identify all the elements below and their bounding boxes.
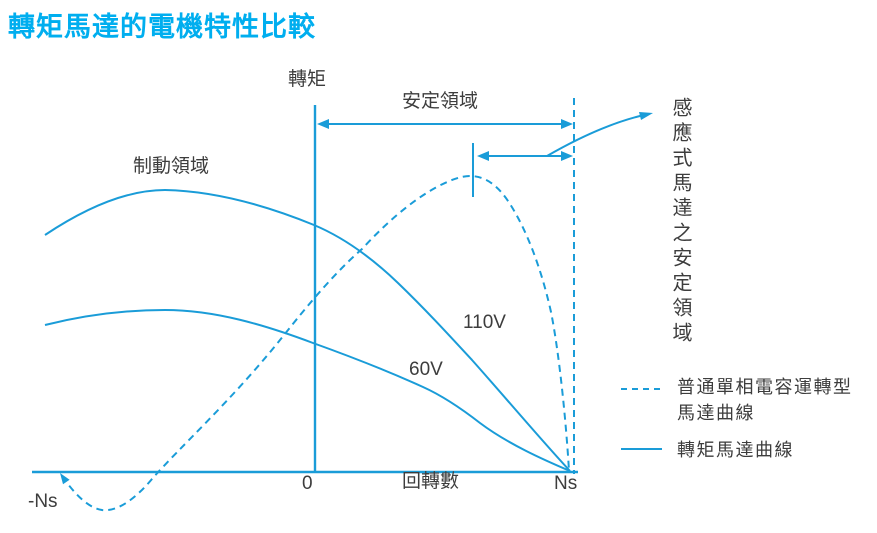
y-axis-label: 轉矩: [288, 69, 327, 90]
page-title: 轉矩馬達的電機特性比較: [8, 12, 316, 42]
x-axis-label: 回轉數: [402, 471, 460, 492]
legend-item-induction-line1: 普通單相電容運轉型: [677, 377, 853, 397]
induction-motor-curve: [61, 174, 570, 512]
legend-item-induction: 普通單相電容運轉型 馬達曲線: [677, 374, 853, 426]
induction-curve-arrowhead: [60, 473, 70, 485]
leader-arrow: [546, 112, 653, 157]
torque-motor-curve-110v: [44, 188, 571, 472]
stable-region-arrow: [317, 119, 573, 129]
legend-item-induction-line2: 馬達曲線: [677, 403, 755, 423]
curve-label-60v: 60V: [409, 359, 443, 380]
induction-stable-region-caption: 感應式馬達之安定領域: [669, 97, 691, 347]
neg-ns-tick-label: -Ns: [28, 491, 58, 512]
ns-tick-label: Ns: [554, 473, 578, 494]
induction-stable-region-arrow: [472, 143, 573, 197]
curve-label-110v: 110V: [463, 312, 506, 333]
legend-item-torque: 轉矩馬達曲線: [677, 440, 794, 460]
stable-region-label: 安定領域: [402, 91, 479, 112]
origin-tick-label: 0: [302, 473, 313, 494]
braking-region-label: 制動領域: [133, 156, 210, 177]
torque-motor-curve-60v: [44, 308, 571, 472]
